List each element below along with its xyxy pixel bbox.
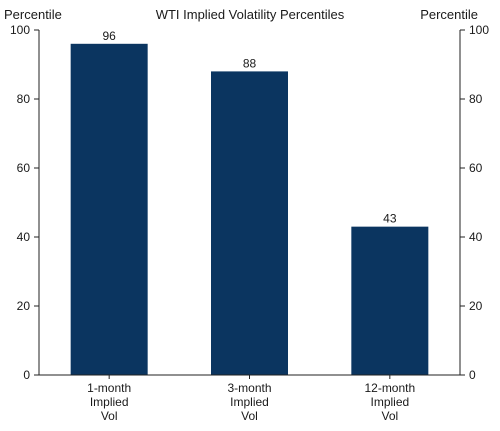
- right-axis-label: Percentile: [420, 7, 478, 22]
- right-tick-label: 20: [469, 299, 483, 313]
- category-label-line: Implied: [230, 395, 269, 409]
- category-label-line: Vol: [241, 409, 258, 423]
- category-label: 12-month Implied Vol: [364, 381, 415, 423]
- category-label-line: Implied: [370, 395, 409, 409]
- bar: [211, 71, 288, 376]
- bar: [70, 43, 148, 376]
- category-label-line: Vol: [101, 409, 118, 423]
- bars: 96 88 43: [70, 29, 429, 376]
- category-label-line: 12-month: [364, 381, 415, 395]
- left-tick-label: 80: [17, 92, 31, 106]
- category-label-line: 3-month: [227, 381, 271, 395]
- left-tick-label: 40: [17, 230, 31, 244]
- left-axis-label: Percentile: [4, 7, 62, 22]
- left-tick-label: 100: [10, 23, 30, 37]
- bar: [351, 226, 429, 375]
- left-axis-ticks: 0 20 40 60 80 100: [10, 23, 39, 382]
- right-tick-label: 40: [469, 230, 483, 244]
- right-tick-label: 100: [469, 23, 489, 37]
- category-label: 3-month Implied Vol: [227, 381, 271, 423]
- right-tick-label: 0: [469, 368, 476, 382]
- category-label-line: 1-month: [87, 381, 131, 395]
- category-label-line: Vol: [381, 409, 398, 423]
- category-label: 1-month Implied Vol: [87, 381, 131, 423]
- chart-title: WTI Implied Volatility Percentiles: [156, 7, 345, 22]
- right-axis-ticks: 0 20 40 60 80 100: [460, 23, 489, 382]
- bar-value-label: 88: [243, 56, 257, 70]
- category-label-line: Implied: [90, 395, 129, 409]
- left-tick-label: 60: [17, 161, 31, 175]
- bar-value-label: 96: [102, 29, 116, 43]
- right-tick-label: 80: [469, 92, 483, 106]
- bar-value-label: 43: [383, 212, 397, 226]
- right-tick-label: 60: [469, 161, 483, 175]
- left-tick-label: 0: [23, 368, 30, 382]
- left-tick-label: 20: [17, 299, 31, 313]
